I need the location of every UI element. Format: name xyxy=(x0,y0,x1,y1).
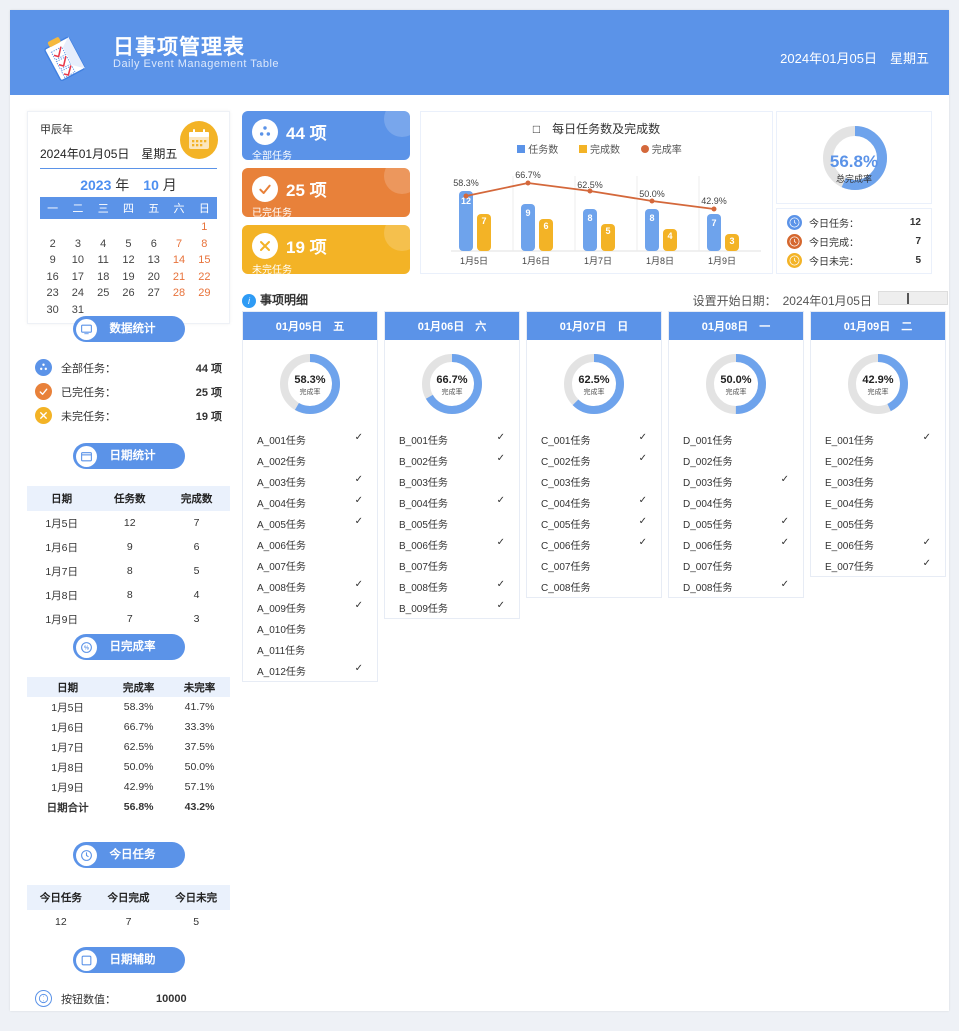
svg-text:7: 7 xyxy=(481,216,486,226)
svg-text:58.3%: 58.3% xyxy=(294,374,325,386)
svg-text:50.0%: 50.0% xyxy=(720,374,751,386)
svg-text:8: 8 xyxy=(587,213,592,223)
svg-text:%: % xyxy=(84,646,89,652)
svg-text:6: 6 xyxy=(543,221,548,231)
svg-text:完成率: 完成率 xyxy=(300,387,321,396)
svg-text:42.9%: 42.9% xyxy=(701,196,727,206)
svg-text:62.5%: 62.5% xyxy=(578,374,609,386)
svg-text:7: 7 xyxy=(711,218,716,228)
svg-text:66.7%: 66.7% xyxy=(436,374,467,386)
svg-text:4: 4 xyxy=(667,231,672,241)
svg-text:完成率: 完成率 xyxy=(584,387,605,396)
svg-text:1月6日: 1月6日 xyxy=(522,256,550,266)
svg-text:3: 3 xyxy=(729,236,734,246)
svg-text:1月5日: 1月5日 xyxy=(460,256,488,266)
svg-text:5: 5 xyxy=(605,226,610,236)
svg-text:完成率: 完成率 xyxy=(726,387,747,396)
svg-text:9: 9 xyxy=(525,208,530,218)
svg-text:1月7日: 1月7日 xyxy=(584,256,612,266)
svg-text:66.7%: 66.7% xyxy=(515,170,541,180)
svg-text:完成率: 完成率 xyxy=(442,387,463,396)
svg-text:完成率: 完成率 xyxy=(868,387,889,396)
svg-text:42.9%: 42.9% xyxy=(862,374,893,386)
svg-text:8: 8 xyxy=(649,213,654,223)
svg-text:1月9日: 1月9日 xyxy=(708,256,736,266)
svg-text:50.0%: 50.0% xyxy=(639,189,665,199)
svg-text:1月8日: 1月8日 xyxy=(646,256,674,266)
svg-text:58.3%: 58.3% xyxy=(453,178,479,188)
